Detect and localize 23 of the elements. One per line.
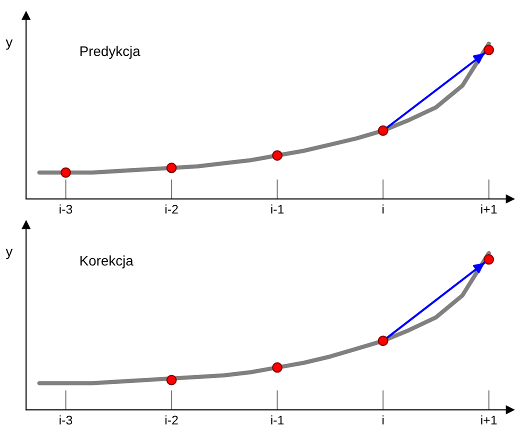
point <box>272 362 283 373</box>
annotation: Korekcja <box>80 255 134 268</box>
point <box>166 162 177 174</box>
annotation: Predykcja <box>80 46 140 59</box>
x-tick-label: i-1 <box>271 204 284 214</box>
point <box>484 44 494 56</box>
x-tick-label: i+1 <box>481 204 497 214</box>
y-axis-title: y <box>6 39 13 50</box>
x-tick-label: i <box>382 204 384 214</box>
point <box>60 167 71 178</box>
y-axis-title: y <box>6 248 13 260</box>
point <box>378 125 388 136</box>
point <box>272 150 283 161</box>
point <box>484 254 494 265</box>
x-tick-label: i-1 <box>271 415 284 424</box>
x-tick-label: i-2 <box>165 415 178 424</box>
x-tick-label: i-3 <box>60 415 72 425</box>
x-tick-label: i-2 <box>165 204 178 214</box>
x-tick-label: i <box>382 415 384 424</box>
point <box>166 374 177 386</box>
x-tick-label: i+1 <box>481 415 497 424</box>
point <box>378 336 388 346</box>
x-tick-label: i-3 <box>60 204 72 214</box>
